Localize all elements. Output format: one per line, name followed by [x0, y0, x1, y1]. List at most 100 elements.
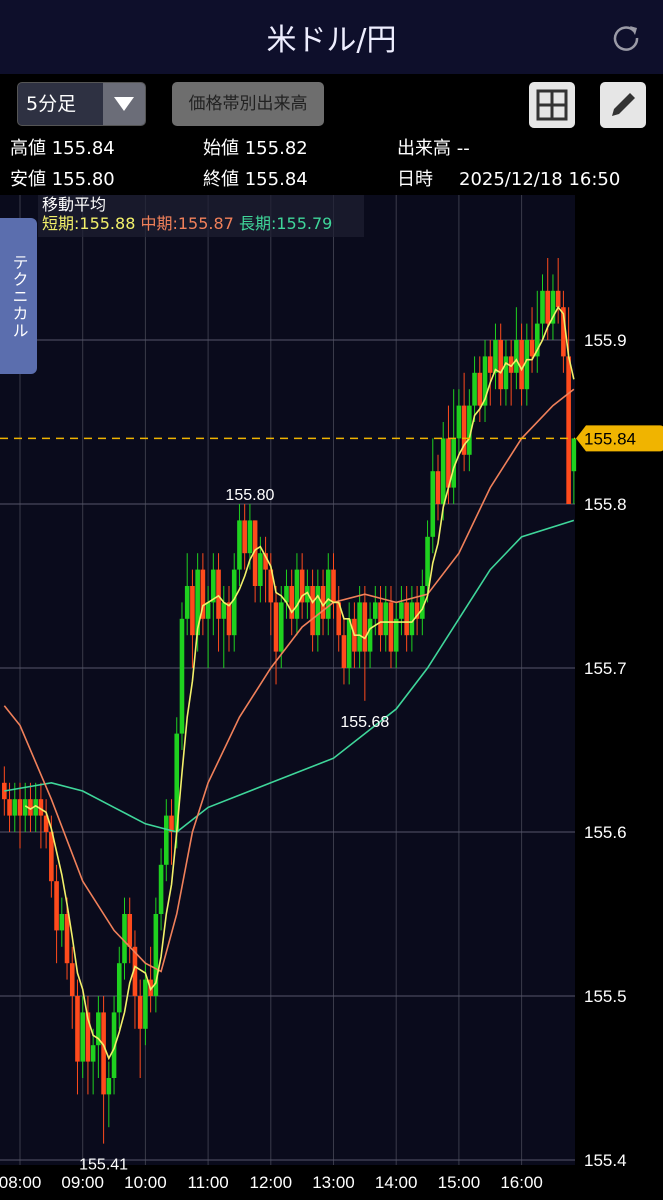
candle-body: [33, 799, 38, 816]
candle-body: [346, 618, 352, 668]
x-tick-label: 15:00: [438, 1173, 481, 1192]
grid-icon: [536, 89, 568, 121]
candle-body: [524, 340, 530, 390]
candle-body: [393, 618, 399, 652]
candle-body: [247, 520, 253, 554]
volume-label: 出来高: [397, 138, 451, 159]
candle-body: [315, 586, 321, 636]
layout-button[interactable]: [529, 82, 575, 128]
candle-body: [122, 914, 127, 964]
close-label: 終値: [203, 169, 239, 190]
candle-body: [487, 356, 493, 373]
candle-body: [341, 635, 347, 668]
candle-body: [534, 323, 540, 357]
page-title: 米ドル/円: [266, 23, 397, 58]
timeframe-select[interactable]: 5分足: [17, 82, 146, 126]
price-annotation: 155.68: [340, 714, 389, 731]
candle-body: [289, 586, 294, 619]
chevron-down-icon: [103, 83, 145, 125]
candle-body: [273, 602, 279, 652]
volume-profile-button[interactable]: 価格帯別出来高: [172, 82, 324, 126]
candle-body: [22, 799, 28, 816]
candle-body: [545, 290, 551, 324]
candle-body: [59, 914, 65, 931]
x-tick-label: 13:00: [312, 1173, 355, 1192]
candle-body: [205, 602, 211, 619]
candle-body: [472, 372, 477, 406]
open-label: 始値: [203, 138, 239, 159]
candle-body: [226, 602, 232, 636]
x-tick-label: 11:00: [187, 1173, 228, 1192]
candle-body: [425, 536, 430, 586]
volume-value: --: [456, 138, 470, 159]
candle-body: [325, 569, 331, 619]
candle-body: [80, 1012, 85, 1062]
ma-short-line: [24, 305, 575, 1061]
candle-body: [200, 569, 206, 619]
candle-body: [383, 602, 389, 636]
refresh-icon[interactable]: [611, 22, 641, 52]
candle-body: [451, 438, 456, 488]
candle-body: [540, 290, 545, 324]
candle-body: [571, 438, 577, 472]
timeframe-value: 5分足: [26, 93, 77, 115]
candle-body: [252, 520, 258, 586]
candle-body: [561, 307, 566, 357]
candle-body: [49, 832, 54, 882]
candle-body: [174, 733, 180, 832]
candle-body: [64, 914, 70, 964]
technical-tab[interactable]: テクニカル: [0, 218, 37, 374]
candle-body: [430, 471, 436, 537]
candle-body: [362, 602, 368, 652]
y-tick-label: 155.8: [584, 495, 627, 514]
candle-body: [440, 438, 446, 504]
candle-body: [378, 602, 383, 636]
ma-legend-title: 移動平均: [42, 195, 107, 214]
candle-body: [399, 602, 404, 619]
candle-body: [242, 520, 247, 554]
y-tick-label: 155.7: [584, 659, 627, 678]
candle-body: [96, 1012, 101, 1046]
header: 米ドル/円: [0, 0, 663, 74]
candle-body: [263, 553, 268, 570]
candle-body: [404, 602, 409, 636]
candle-body: [555, 290, 561, 308]
ma-long-value: 長期:155.79: [238, 214, 333, 233]
candle-body: [12, 799, 18, 816]
candle-body: [216, 569, 221, 619]
candle-body: [54, 881, 59, 931]
candle-body: [195, 569, 200, 636]
candle-body: [137, 996, 143, 1029]
y-tick-label: 155.5: [584, 987, 627, 1006]
candle-body: [169, 815, 174, 832]
candle-body: [132, 946, 138, 996]
high-label: 高値: [10, 138, 46, 159]
candle-body: [529, 340, 535, 357]
toolbar: 5分足 価格帯別出来高 高値 155.84 安値 155.80 始値 155.8…: [0, 74, 663, 196]
candle-body: [7, 799, 12, 816]
price-annotation: 155.80: [225, 487, 274, 504]
candle-body: [461, 405, 467, 455]
candle-body: [211, 569, 216, 603]
candle-body: [414, 602, 420, 619]
x-tick-label: 16:00: [500, 1173, 543, 1192]
candle-body: [446, 438, 451, 488]
candle-body: [336, 602, 342, 636]
candle-body: [17, 799, 23, 816]
draw-button[interactable]: [600, 82, 646, 128]
technical-tab-label: テクニカル: [9, 253, 29, 339]
candle-body: [367, 618, 373, 652]
candle-body: [493, 340, 498, 373]
candle-body: [284, 586, 289, 603]
candle-body: [357, 602, 362, 652]
candle-body: [111, 1012, 117, 1078]
candle-body: [231, 569, 237, 636]
candle-body: [85, 1012, 91, 1062]
candle-body: [221, 602, 227, 619]
datetime-value: 2025/12/18 16:50: [459, 169, 621, 190]
close-value: 155.84: [244, 169, 308, 190]
y-tick-label: 155.4: [584, 1151, 627, 1170]
candle-body: [43, 815, 49, 832]
candle-body: [477, 372, 483, 406]
